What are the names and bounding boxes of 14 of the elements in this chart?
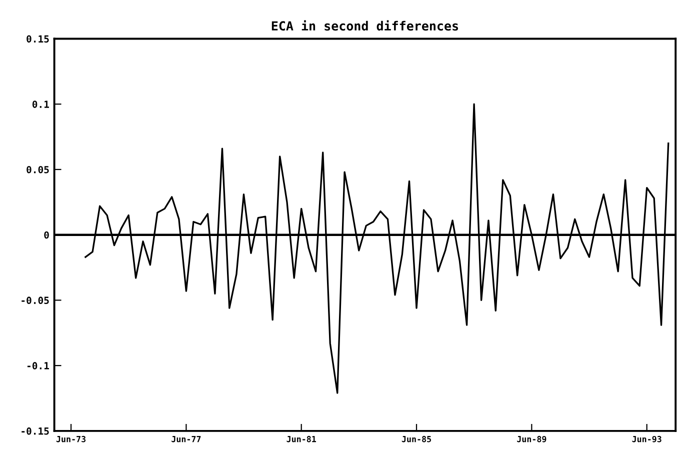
y-tick-label: 0.05 xyxy=(26,166,49,174)
x-tick-label: Jun-77 xyxy=(172,436,201,442)
x-tick-label: Jun-73 xyxy=(56,436,86,442)
y-tick-label: 0.15 xyxy=(26,35,49,43)
y-tick-label: -0.15 xyxy=(22,427,49,435)
x-tick-label: Jun-85 xyxy=(402,436,431,442)
x-tick-label: Jun-89 xyxy=(517,436,546,442)
y-tick-label: -0.1 xyxy=(27,362,49,370)
x-tick-label: Jun-93 xyxy=(632,436,662,442)
x-tick-label: Jun-81 xyxy=(286,436,316,442)
y-tick-label: -0.05 xyxy=(22,296,49,304)
chart-title: ECA in second differences xyxy=(272,20,458,31)
y-tick-label: 0 xyxy=(44,231,49,239)
y-tick-label: 0.1 xyxy=(32,100,49,108)
